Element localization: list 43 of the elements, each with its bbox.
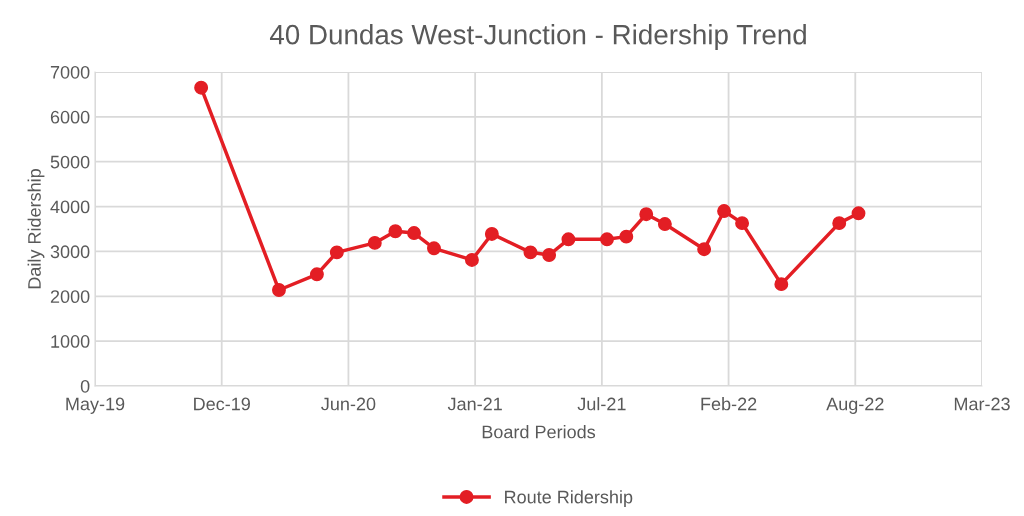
point [619, 229, 634, 244]
point [657, 217, 672, 232]
x-tick-label: May-19 [66, 397, 125, 414]
point [851, 206, 866, 221]
x-tick-label: Dec-19 [194, 397, 250, 411]
x-tick-label: Mar-23 [954, 397, 1010, 411]
y-tick-label: 6000 [50, 110, 90, 124]
point [542, 248, 557, 262]
y-tick-label: 1000 [51, 335, 90, 348]
point [407, 226, 421, 240]
x-tick-label: Jul-21 [577, 397, 626, 411]
y-tick-label: 5000 [50, 155, 90, 169]
point [639, 207, 654, 222]
point [194, 80, 209, 95]
y-tick-label: 2000 [50, 290, 90, 304]
x-axis-title: Board Periods [482, 425, 596, 439]
point [367, 235, 382, 250]
y-axis-title: Daily Ridership [27, 169, 45, 289]
point [735, 216, 750, 231]
legend-label: Route Ridership [505, 490, 633, 507]
point [832, 216, 847, 231]
y-tick-label: 3000 [50, 245, 90, 259]
x-tick-label: Jun-20 [321, 397, 376, 411]
point [272, 283, 286, 297]
y-tick-label: 4000 [50, 200, 90, 214]
x-tick-label: Jan-21 [447, 397, 502, 411]
x-tick-label: Feb-22 [701, 397, 757, 411]
y-tick-label: 0 [80, 379, 90, 393]
point [309, 267, 324, 282]
point [561, 232, 576, 247]
point [774, 277, 789, 292]
y-tick-label: 7000 [50, 65, 90, 79]
point [484, 226, 499, 241]
point [697, 242, 712, 257]
point [329, 245, 344, 260]
point [388, 224, 403, 239]
x-tick-label: Aug-22 [826, 397, 884, 414]
point [600, 232, 614, 247]
point [523, 245, 538, 260]
chart-title: 40 Dundas West-Junction - Ridership Trend [269, 24, 806, 50]
point [464, 253, 479, 267]
point [427, 241, 441, 256]
point [717, 204, 732, 219]
